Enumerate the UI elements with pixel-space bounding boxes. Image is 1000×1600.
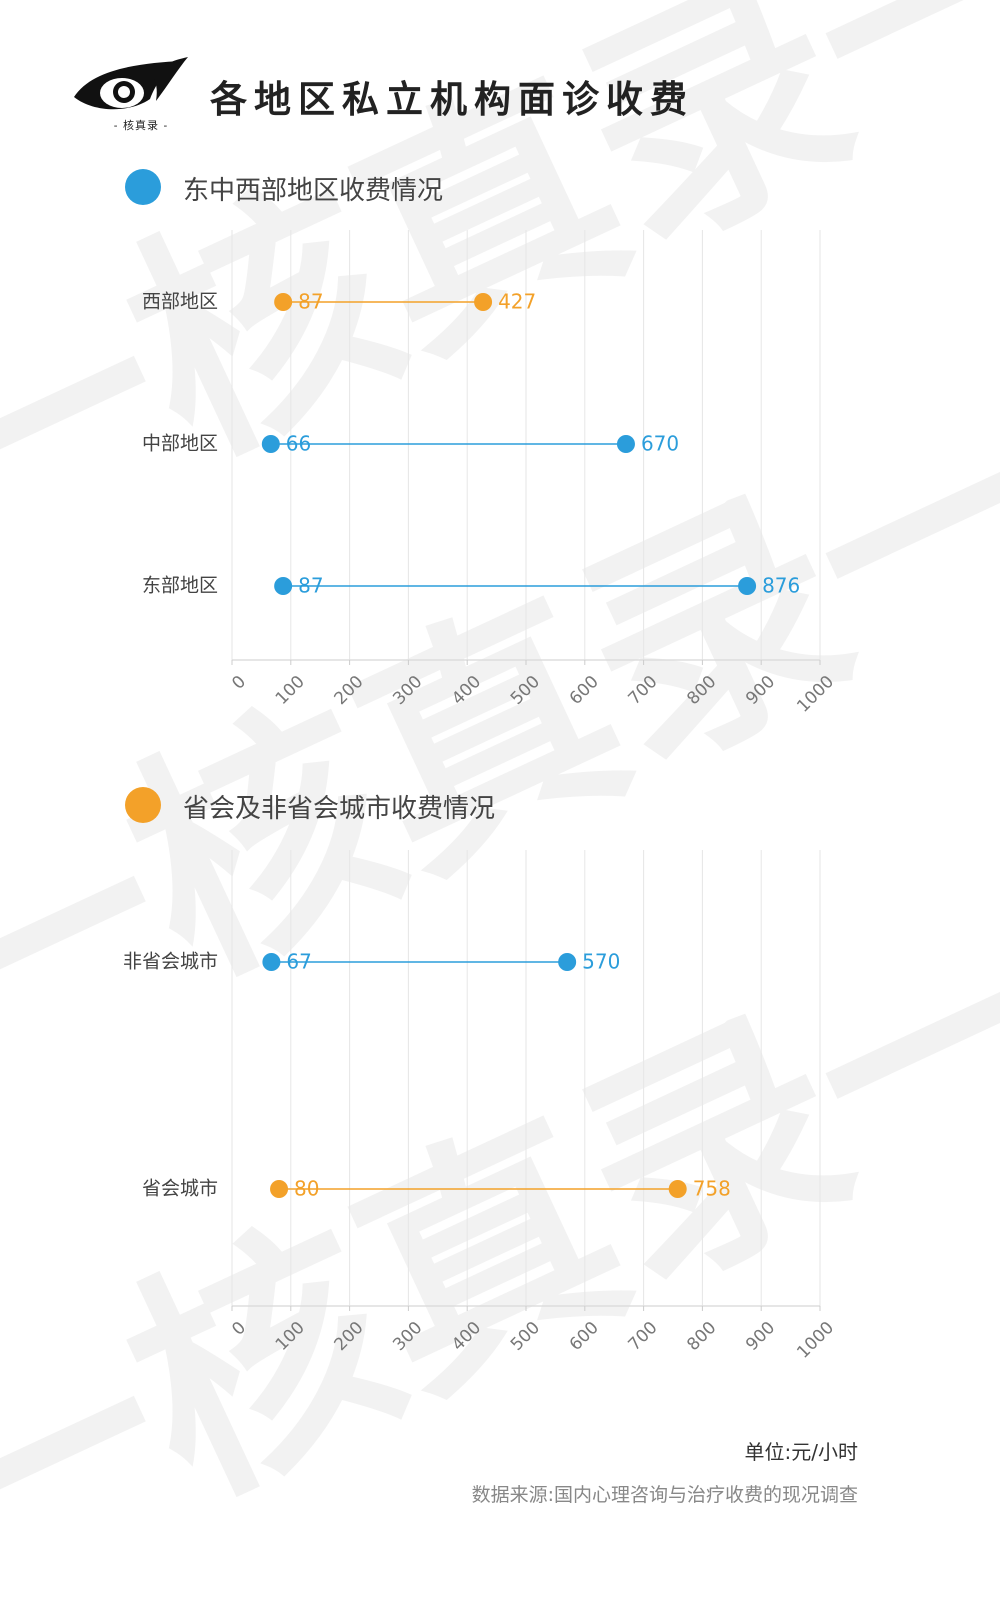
x-tick-label: 800 bbox=[683, 672, 720, 709]
min-point bbox=[274, 293, 293, 311]
source-note: 数据来源:国内心理咨询与治疗收费的现况调查 bbox=[471, 1484, 858, 1506]
min-value-label: 66 bbox=[286, 432, 311, 456]
max-point bbox=[558, 953, 577, 971]
x-tick-label: 200 bbox=[331, 1318, 368, 1355]
max-value-label: 876 bbox=[762, 574, 800, 598]
x-tick-label: 800 bbox=[683, 1318, 720, 1355]
min-value-label: 87 bbox=[298, 290, 323, 314]
x-tick-label: 900 bbox=[742, 1318, 779, 1355]
header: - 核真录 - 各地区私立机构面诊收费 bbox=[70, 55, 970, 135]
max-point bbox=[474, 293, 493, 311]
x-tick-label: 500 bbox=[507, 672, 544, 709]
min-point bbox=[262, 953, 281, 971]
x-tick-label: 400 bbox=[448, 672, 485, 709]
x-tick-label: 300 bbox=[389, 1318, 426, 1355]
x-tick-label: 300 bbox=[389, 672, 426, 709]
section-title: 省会及非省会城市收费情况 bbox=[183, 794, 496, 824]
max-value-label: 670 bbox=[641, 432, 679, 456]
chart-regions: 0 100 200 300 400 500 600 700 800 900 1000 西部地区 87 42… bbox=[142, 230, 838, 717]
x-tick-label: 700 bbox=[625, 672, 662, 709]
min-value-label: 67 bbox=[286, 950, 311, 974]
category-label: 中部地区 bbox=[142, 433, 218, 455]
x-tick-label: 600 bbox=[566, 672, 603, 709]
min-value-label: 87 bbox=[298, 574, 323, 598]
x-tick-label: 0 bbox=[228, 672, 250, 694]
logo-caption: - 核真录 - bbox=[113, 119, 169, 132]
max-point bbox=[616, 435, 635, 453]
eye-logo-icon bbox=[74, 57, 188, 110]
x-tick-label: 100 bbox=[272, 1318, 309, 1355]
category-label: 东部地区 bbox=[142, 575, 218, 597]
max-point bbox=[668, 1180, 687, 1198]
x-tick-label: 600 bbox=[566, 1318, 603, 1355]
category-label: 省会城市 bbox=[142, 1178, 218, 1200]
max-value-label: 427 bbox=[498, 290, 536, 314]
x-tick-label: 400 bbox=[448, 1318, 485, 1355]
min-value-label: 80 bbox=[294, 1177, 319, 1201]
x-tick-label: 1000 bbox=[793, 672, 838, 717]
page-title: 各地区私立机构面诊收费 bbox=[210, 77, 694, 121]
x-tick-label: 0 bbox=[228, 1318, 250, 1340]
chart-cities: 0 100 200 300 400 500 600 700 800 900 1000 非省会城市 67 5… bbox=[123, 850, 838, 1363]
x-tick-label: 100 bbox=[272, 672, 309, 709]
x-tick-label: 900 bbox=[742, 672, 779, 709]
min-point bbox=[274, 577, 293, 595]
min-point bbox=[270, 1180, 289, 1198]
max-value-label: 758 bbox=[693, 1177, 731, 1201]
category-label: 西部地区 bbox=[142, 291, 218, 313]
section-marker-dot bbox=[125, 787, 161, 823]
max-point bbox=[738, 577, 757, 595]
x-tick-label: 500 bbox=[507, 1318, 544, 1355]
min-point bbox=[261, 435, 280, 453]
max-value-label: 570 bbox=[582, 950, 620, 974]
unit-note: 单位:元/小时 bbox=[744, 1440, 858, 1464]
x-tick-label: 200 bbox=[331, 672, 368, 709]
section-title: 东中西部地区收费情况 bbox=[183, 176, 444, 206]
x-tick-label: 1000 bbox=[793, 1318, 838, 1363]
category-label: 非省会城市 bbox=[123, 951, 218, 973]
section-marker-dot bbox=[125, 169, 161, 205]
x-tick-label: 700 bbox=[625, 1318, 662, 1355]
